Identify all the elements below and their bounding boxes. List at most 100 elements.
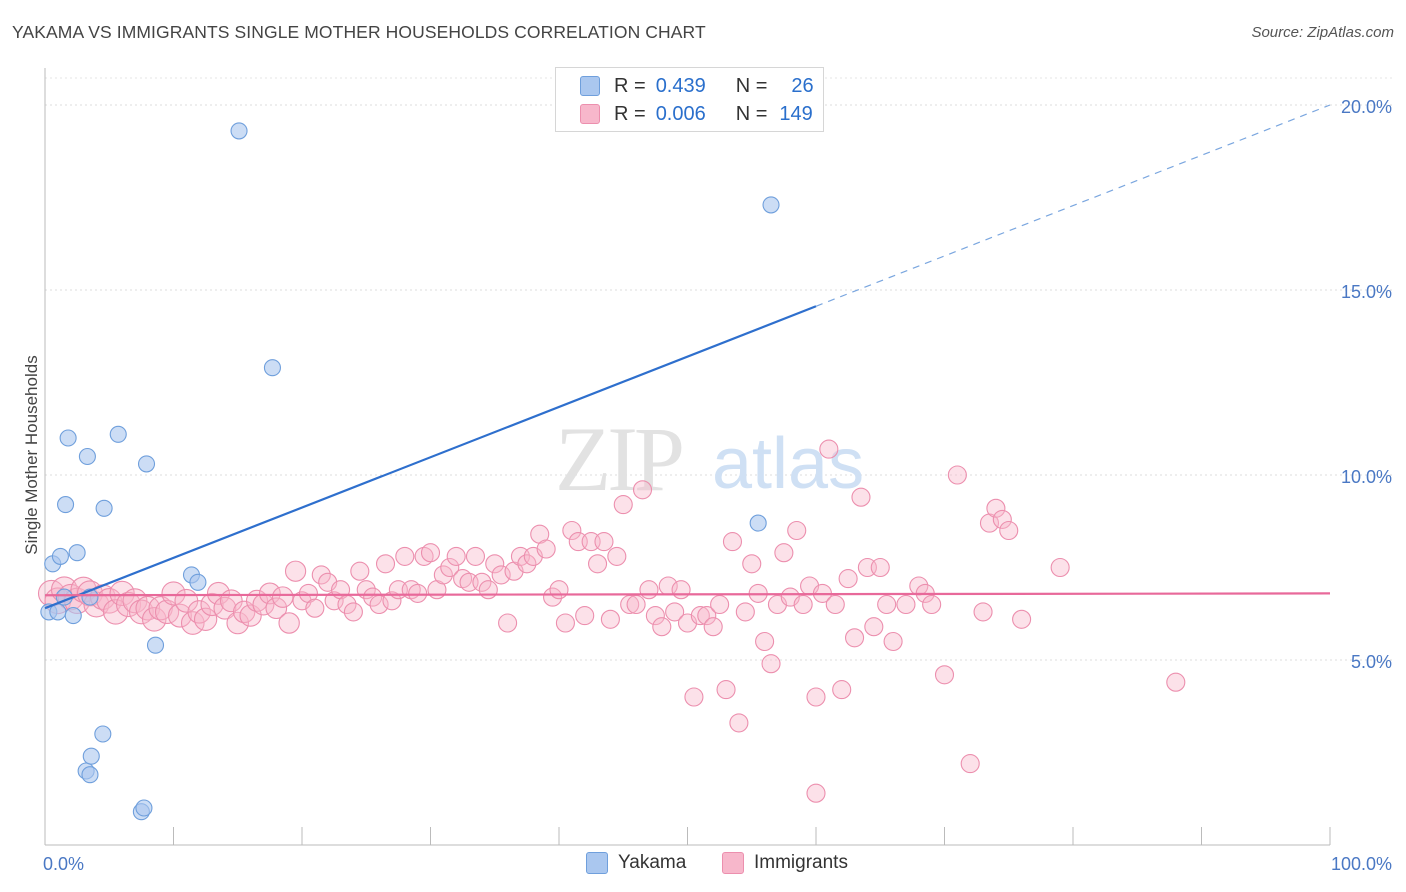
immigrants-point: [324, 591, 344, 611]
series-legend-immigrants[interactable]: Immigrants: [722, 852, 848, 874]
immigrants-point: [844, 628, 865, 648]
legend-row-immigrants: R = 0.006 N = 149: [580, 100, 813, 128]
series-immigrants: [37, 439, 1186, 803]
immigrants-point: [575, 606, 595, 626]
trend-lines: [44, 104, 1331, 610]
immigrants-point: [135, 595, 161, 621]
immigrants-point: [697, 606, 717, 626]
immigrants-point: [806, 687, 826, 707]
immigrants-point: [883, 631, 903, 652]
immigrants-point: [414, 546, 434, 566]
immigrants-point: [729, 713, 749, 733]
tick-labels: 5.0% 10.0% 15.0% 20.0% 0.0% 100.0%: [43, 97, 1392, 874]
legend-r-value: 0.006: [655, 102, 706, 125]
immigrants-point: [395, 546, 415, 566]
immigrants-point: [877, 594, 897, 615]
immigrants-point: [226, 611, 250, 635]
series-legend-swatch-immigrants: [722, 852, 744, 874]
grid-lines: [45, 77, 1392, 661]
y-tick-label: 5.0%: [1351, 652, 1392, 672]
immigrants-point: [626, 594, 646, 615]
yakama-trend-line: [44, 305, 817, 610]
legend-row-yakama: R = 0.439 N = 26: [580, 72, 814, 100]
immigrants-point: [851, 487, 871, 507]
watermark-atlas: atlas: [712, 424, 864, 504]
immigrants-point: [167, 603, 192, 628]
immigrants-point: [613, 495, 633, 515]
immigrants-point: [115, 591, 142, 618]
immigrants-point: [206, 581, 231, 605]
immigrants-point: [478, 580, 498, 600]
immigrants-point: [433, 565, 453, 585]
immigrants-point: [787, 520, 807, 541]
immigrants-point: [271, 586, 294, 608]
immigrants-point: [265, 597, 288, 620]
x-tick-label: 100.0%: [1331, 854, 1392, 874]
series-legend-yakama[interactable]: Yakama: [586, 852, 686, 874]
immigrants-point: [735, 602, 755, 622]
immigrants-point: [710, 594, 730, 615]
immigrants-point: [960, 754, 980, 774]
yakama-point: [135, 799, 153, 817]
yakama-point: [137, 455, 156, 473]
yakama-point: [51, 547, 69, 565]
legend-n-label: N =: [735, 102, 768, 125]
immigrants-point: [690, 606, 710, 626]
immigrants-point: [284, 560, 307, 582]
immigrants-point: [922, 594, 942, 615]
legend-r-value: 0.439: [655, 74, 706, 97]
x-tick-label: 0.0%: [43, 854, 84, 874]
immigrants-trend-line: [44, 592, 1331, 597]
immigrants-point: [819, 439, 839, 459]
immigrants-point: [973, 602, 993, 622]
immigrants-point: [536, 539, 556, 559]
immigrants-point: [600, 609, 620, 629]
immigrants-point: [947, 465, 967, 485]
immigrants-point: [200, 592, 224, 617]
yakama-point: [64, 607, 82, 625]
immigrants-point: [498, 613, 518, 633]
immigrants-point: [793, 594, 813, 615]
immigrants-point: [774, 543, 794, 563]
immigrants-point: [420, 543, 441, 563]
legend-swatch-immigrants: [580, 104, 600, 124]
immigrants-point: [1012, 609, 1032, 629]
correlation-legend: R = 0.439 N = 26 R = 0.006 N = 149: [555, 67, 824, 132]
immigrants-point: [258, 582, 281, 605]
yakama-point: [95, 499, 113, 517]
yakama-point: [94, 725, 112, 743]
legend-n-value: 149: [779, 102, 813, 125]
immigrants-point: [896, 594, 916, 615]
immigrants-point: [992, 509, 1012, 529]
immigrants-point: [305, 598, 325, 618]
immigrants-point: [517, 554, 537, 574]
y-tick-label: 10.0%: [1341, 467, 1392, 487]
immigrants-point: [350, 561, 370, 581]
immigrants-point: [472, 572, 492, 592]
immigrants-point: [632, 480, 653, 500]
yakama-point: [68, 544, 86, 562]
yakama-point: [109, 425, 127, 443]
immigrants-point: [1166, 672, 1186, 692]
immigrants-point: [934, 665, 955, 685]
immigrants-point: [485, 554, 505, 574]
yakama-point: [263, 359, 281, 377]
immigrants-point: [180, 611, 205, 635]
immigrants-point: [838, 569, 858, 589]
immigrants-point: [543, 587, 563, 607]
watermark: ZIP atlas: [555, 408, 864, 510]
yakama-point: [146, 636, 165, 654]
yakama-point: [749, 514, 767, 532]
legend-r-label: R =: [614, 102, 646, 125]
series-yakama: [40, 122, 780, 821]
yakama-point: [762, 196, 780, 214]
chart-title: YAKAMA VS IMMIGRANTS SINGLE MOTHER HOUSE…: [12, 22, 706, 42]
legend-r-label: R =: [614, 74, 646, 97]
immigrants-point: [213, 596, 237, 620]
immigrants-point: [278, 612, 300, 634]
watermark-zip: ZIP: [555, 408, 682, 510]
immigrants-point: [549, 580, 569, 600]
legend-n-label: N =: [735, 74, 768, 97]
yakama-point: [57, 496, 75, 514]
immigrants-point: [645, 606, 665, 626]
